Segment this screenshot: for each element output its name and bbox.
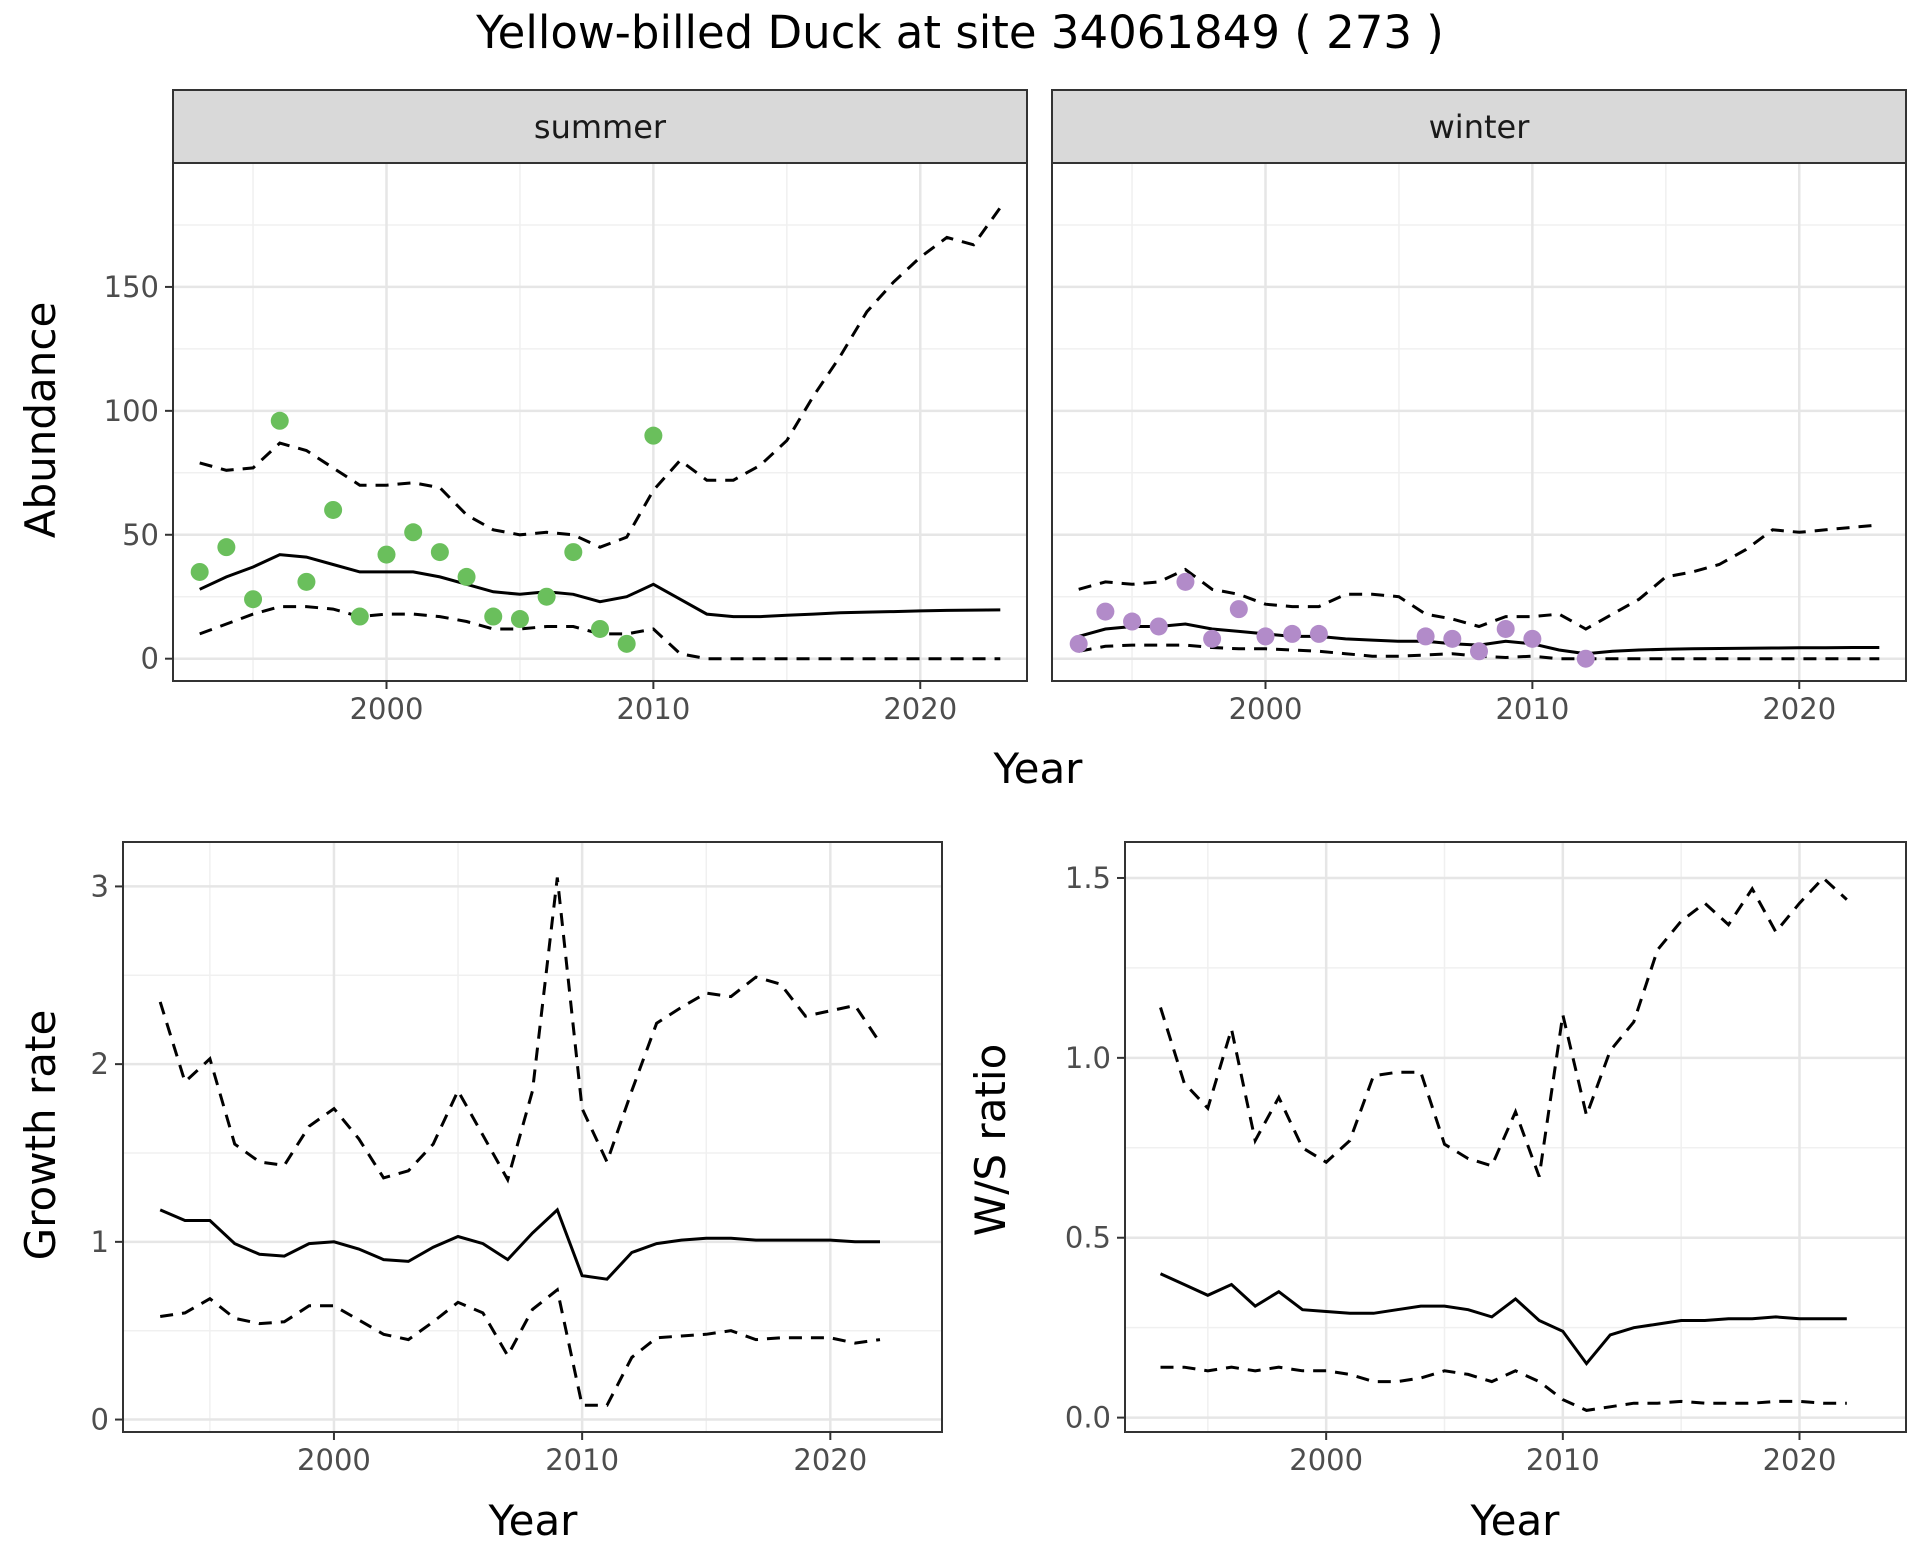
x-tick-label: 2020	[883, 692, 957, 726]
growth-x-axis-title: Year	[488, 1496, 579, 1545]
data-point	[324, 500, 343, 519]
x-tick-label: 2010	[1526, 1443, 1600, 1477]
data-point	[1149, 617, 1168, 636]
data-point	[270, 411, 289, 430]
data-point	[457, 567, 476, 586]
abundance-y-axis: 0 50 100 150	[104, 270, 173, 676]
data-point	[1576, 649, 1595, 668]
x-tick-label: 2020	[793, 1443, 867, 1477]
data-point	[190, 562, 209, 581]
data-point	[617, 634, 636, 653]
facet-strip	[1051, 89, 1907, 164]
x-tick-label: 2000	[1229, 692, 1303, 726]
data-point	[1416, 627, 1435, 646]
y-tick-label: 0.0	[1065, 1401, 1111, 1435]
y-tick-label: 100	[104, 394, 159, 428]
data-point	[1229, 600, 1248, 619]
upper-bound-line	[1078, 523, 1880, 631]
fitted-line	[199, 553, 1001, 619]
data-point	[591, 619, 609, 638]
panel-border	[172, 162, 1028, 682]
panel-background	[1125, 842, 1906, 1432]
x-tick-label: 2000	[297, 1443, 371, 1477]
data-point	[377, 545, 396, 564]
facet-winter: winter 2000 2010 2020	[1051, 89, 1907, 726]
x-tick-label: 2020	[1762, 692, 1836, 726]
data-point	[404, 523, 423, 542]
lower-bound-line	[1160, 1365, 1847, 1412]
data-point	[297, 572, 316, 591]
y-tick-label: 1.0	[1065, 1041, 1111, 1075]
upper-bound-line	[199, 206, 1002, 549]
figure-title: Yellow-billed Duck at site 34061849 ( 27…	[475, 6, 1444, 59]
data-point	[217, 538, 236, 557]
panel-border	[1124, 841, 1907, 1433]
x-tick-label: 2010	[545, 1443, 619, 1477]
data-point	[1203, 629, 1222, 648]
x-tick-label: 2000	[1289, 1443, 1363, 1477]
y-tick-label: 2	[91, 1047, 109, 1081]
data-point	[1309, 624, 1328, 643]
ws-ratio-panel: W/S ratio Year 2000 2010 2020 0.0 0.5 1.0 1.5	[966, 841, 1907, 1545]
growth-rate-panel: Growth rate Year 2000 2010 2020 0 1 2 3	[16, 841, 943, 1545]
abundance-x-axis-title: Year	[993, 744, 1084, 793]
data-point	[350, 607, 369, 626]
x-tick-label: 2010	[1495, 692, 1569, 726]
upper-bound-line	[158, 877, 882, 1184]
panel-border	[122, 841, 943, 1433]
ratio-y-axis-title: W/S ratio	[966, 1044, 1015, 1237]
y-tick-label: 1.5	[1065, 861, 1111, 895]
panel-background	[173, 163, 1027, 681]
data-point	[1069, 634, 1088, 653]
data-point	[244, 590, 263, 609]
fitted-line	[159, 1207, 880, 1281]
x-tick-label: 2000	[350, 692, 424, 726]
x-tick-label: 2010	[616, 692, 690, 726]
upper-bound-line	[1159, 875, 1848, 1178]
data-point	[564, 543, 583, 562]
data-point	[1443, 629, 1462, 648]
data-point	[484, 607, 503, 626]
data-point	[1523, 629, 1542, 648]
data-point	[1176, 572, 1195, 591]
data-point	[644, 426, 663, 445]
y-tick-label: 0	[141, 642, 159, 676]
data-point	[1470, 642, 1488, 661]
data-point	[1123, 612, 1142, 631]
abundance-y-axis-title: Abundance	[16, 302, 65, 539]
data-point	[537, 587, 556, 606]
panel-background	[123, 842, 942, 1432]
data-point	[1283, 624, 1302, 643]
panel-border	[1051, 162, 1907, 682]
facet-strip-label: summer	[534, 108, 667, 146]
fitted-line	[1159, 1272, 1847, 1367]
y-tick-label: 0	[91, 1403, 109, 1437]
y-tick-label: 50	[122, 518, 159, 552]
x-tick-label: 2020	[1763, 1443, 1837, 1477]
y-tick-label: 1	[91, 1225, 109, 1259]
data-point	[430, 543, 449, 562]
facet-strip	[172, 89, 1028, 164]
data-point	[510, 610, 529, 629]
ratio-x-axis-title: Year	[1470, 1496, 1561, 1545]
data-point	[1256, 627, 1275, 646]
panel-background	[1052, 163, 1906, 681]
abundance-panel: summer 2000 2010 2020 winter 2000 2010 2020 0 5…	[16, 89, 1907, 793]
y-tick-label: 3	[91, 869, 109, 903]
data-point	[1096, 602, 1115, 621]
y-tick-label: 0.5	[1065, 1221, 1111, 1255]
y-tick-label: 150	[104, 270, 159, 304]
facet-strip-label: winter	[1429, 108, 1531, 146]
data-point	[1496, 619, 1515, 638]
facet-summer: summer 2000 2010 2020	[172, 89, 1028, 726]
growth-y-axis-title: Growth rate	[16, 1010, 65, 1261]
